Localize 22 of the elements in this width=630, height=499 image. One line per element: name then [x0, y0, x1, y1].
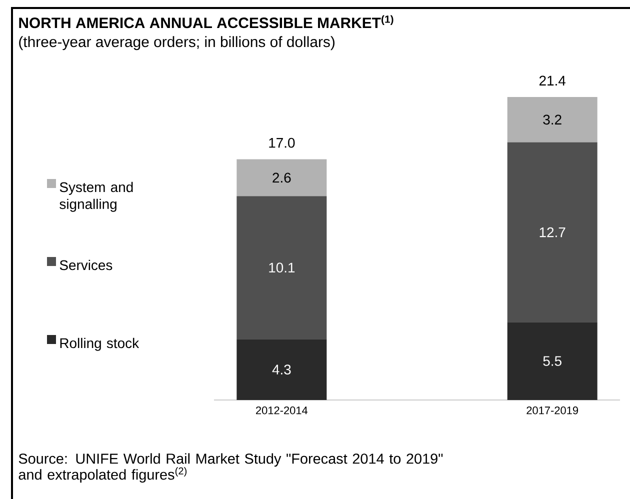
data-label: 12.7 — [540, 227, 566, 238]
data-label: 2.6 — [272, 172, 291, 183]
legend-label: Rolling stock — [60, 338, 140, 351]
x-tick-label: 2017-2019 — [526, 406, 578, 414]
data-label: 10.1 — [269, 262, 295, 273]
data-label: 4.3 — [272, 364, 291, 374]
legend-label: System and signalling — [60, 182, 133, 212]
bar — [236, 159, 327, 196]
source-note: Source: UNIFE World Rail Market Study "Forecast 2014 to 2019" and extrapolated figures$^{(2)}$ — [18, 453, 443, 483]
bar — [507, 142, 598, 322]
bar — [236, 339, 327, 400]
data-label: 3.2 — [543, 114, 562, 125]
chart-subtitle: (three-year average orders; in billions of dollars) — [19, 36, 334, 50]
bar — [507, 322, 598, 400]
x-tick-label: 2012-2014 — [256, 406, 308, 414]
bar — [507, 96, 598, 142]
bar — [236, 196, 327, 340]
total-label: 21.4 — [539, 76, 566, 86]
legend-label: Services — [60, 260, 112, 270]
chart-title: NORTH AMERICA ANNUAL ACCESSIBLE MARKET$^{(1)}$ — [19, 15, 394, 28]
total-label: 17.0 — [269, 138, 295, 148]
data-label: 5.5 — [543, 356, 562, 366]
